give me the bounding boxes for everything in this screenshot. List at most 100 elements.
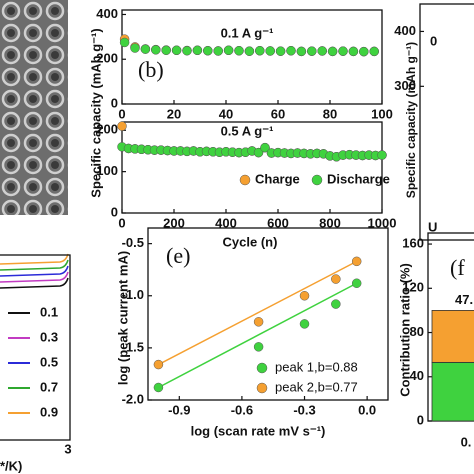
point	[327, 46, 338, 57]
point	[351, 278, 362, 288]
x-tick-label: -0.6	[231, 402, 253, 417]
x-axis-label: log (scan rate mV s⁻¹)	[191, 423, 326, 438]
annotation: 0	[430, 33, 437, 48]
point	[351, 256, 362, 267]
legend-marker	[311, 174, 323, 186]
fit-line	[158, 260, 358, 366]
y-tick-label: -1.5	[122, 339, 144, 354]
point	[161, 45, 171, 56]
point	[151, 45, 161, 55]
annotation: 0.5 A g⁻¹	[221, 123, 274, 138]
y-tick-label: 80	[410, 324, 424, 339]
point	[296, 46, 307, 57]
bar-segment	[431, 310, 474, 363]
y-tick-label: 400	[96, 6, 118, 21]
x-tick-label: 3	[64, 441, 71, 456]
point	[192, 45, 203, 56]
point	[331, 274, 341, 284]
point	[234, 45, 244, 56]
x-tick-label: 0.0	[358, 402, 376, 417]
y-tick-label: 400	[394, 23, 416, 38]
x-tick-label: 20	[167, 106, 181, 121]
y-axis-label: Specific capacity (mAh g⁻¹)	[404, 42, 418, 198]
y-tick-label: -1.0	[122, 287, 144, 302]
x-tick-label: 200	[163, 215, 185, 230]
point	[260, 142, 270, 153]
x-tick-label: 100	[371, 106, 393, 121]
point	[299, 291, 310, 301]
point	[117, 121, 127, 131]
point	[130, 43, 140, 53]
point	[153, 359, 164, 370]
x-tick-label: 40	[219, 106, 233, 121]
y-tick-label: 100	[96, 163, 118, 178]
panel-label: (e)	[166, 243, 190, 268]
x-tick-label: 80	[323, 106, 337, 121]
point	[119, 37, 130, 48]
y-tick-label: 0	[111, 204, 118, 219]
cv-curve	[0, 259, 69, 271]
plot-frame	[121, 9, 383, 105]
point	[299, 319, 310, 329]
legend-marker	[239, 174, 251, 186]
y-tick-label: 160	[402, 235, 424, 250]
y-tick-label: 300	[394, 78, 416, 93]
plot-frame	[147, 227, 389, 401]
point	[338, 46, 348, 56]
point	[153, 382, 164, 393]
point	[253, 147, 264, 158]
plot-frame	[0, 254, 71, 441]
x-axis-label: Cycle (n)	[223, 234, 278, 249]
point	[182, 45, 192, 56]
point	[348, 46, 359, 57]
cv-curve	[0, 277, 69, 289]
point	[307, 46, 317, 56]
x-tick-label: 0	[118, 215, 125, 230]
legend-label: Charge	[255, 171, 300, 186]
legend-label: Discharge	[327, 171, 390, 186]
plot-frame	[121, 121, 383, 214]
legend-label: 0.7	[40, 379, 58, 394]
x-tick-label: -0.9	[168, 402, 190, 417]
legend-label: 0.5	[40, 354, 58, 369]
legend-marker	[256, 362, 268, 374]
point	[377, 150, 387, 160]
point	[213, 46, 223, 56]
sem-image	[0, 0, 68, 215]
y-axis-label: Contribution ratio (%)	[397, 263, 412, 397]
y-tick-label: 200	[96, 122, 118, 137]
bar-segment	[431, 361, 474, 422]
x-tick-label: 60	[271, 106, 285, 121]
fit-line	[158, 282, 358, 389]
x-tick-label: 400	[215, 215, 237, 230]
y-tick-label: -0.5	[122, 235, 144, 250]
panel-label: (f	[450, 255, 465, 280]
y-tick-label: 40	[410, 368, 424, 383]
x-tick-label: 1000	[368, 215, 397, 230]
cv-curve	[0, 265, 69, 277]
point	[275, 46, 286, 56]
y-tick-label: -2.0	[122, 391, 144, 406]
y-tick-label: 0	[111, 95, 118, 110]
point	[255, 45, 265, 56]
x-tick-label: 0	[118, 106, 125, 121]
value-label: 47.	[455, 292, 473, 307]
legend-label: peak 2,b=0.77	[275, 379, 358, 394]
legend-label: peak 1,b=0.88	[275, 359, 358, 374]
x-tick-label: 800	[319, 215, 341, 230]
cv-curve	[0, 271, 69, 283]
y-tick-label: 120	[402, 280, 424, 295]
point	[265, 46, 275, 56]
y-tick-label: 0	[417, 412, 424, 427]
x-tick-label: -0.3	[293, 402, 315, 417]
point	[244, 46, 255, 56]
annotation: 0.1 A g⁻¹	[221, 25, 274, 40]
annotation: U	[428, 219, 437, 234]
y-axis-label: Specific capacity (mAh g⁻¹)	[88, 28, 103, 197]
x-tick-label: 600	[267, 215, 289, 230]
point	[369, 46, 379, 57]
legend-label: 0.3	[40, 329, 58, 344]
point	[331, 299, 341, 309]
point	[171, 45, 182, 56]
